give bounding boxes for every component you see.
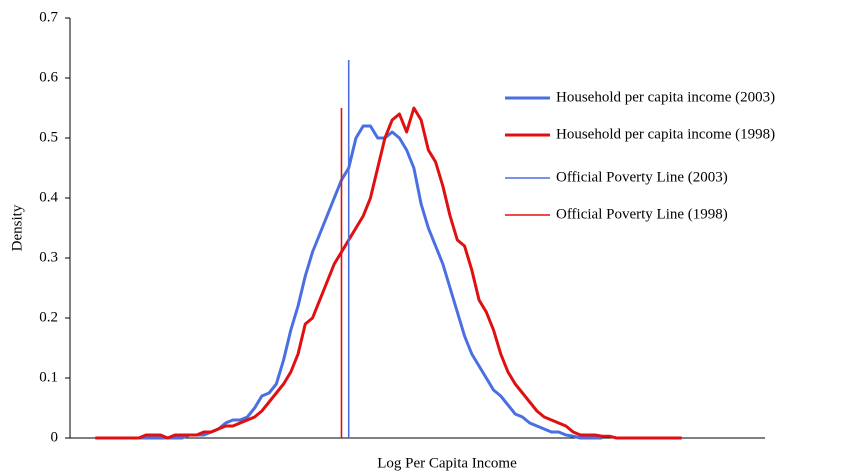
y-tick-label: 0.3 <box>39 249 58 265</box>
y-tick-label: 0.7 <box>39 9 58 25</box>
y-tick-label: 0.5 <box>39 129 58 145</box>
legend-label: Household per capita income (2003) <box>556 89 775 105</box>
y-axis-label: Density <box>9 204 25 251</box>
x-axis-label: Log Per Capita Income <box>377 455 517 471</box>
y-tick-label: 0.2 <box>39 309 58 325</box>
legend-label: Household per capita income (1998) <box>556 126 775 142</box>
density-curve <box>95 106 682 440</box>
legend-label: Official Poverty Line (2003) <box>556 169 728 185</box>
legend-label: Official Poverty Line (1998) <box>556 206 728 222</box>
y-tick-label: 0.1 <box>39 369 58 385</box>
y-tick-label: 0.6 <box>39 69 58 85</box>
y-tick-label: 0.4 <box>39 189 58 205</box>
y-tick-label: 0 <box>51 429 59 445</box>
